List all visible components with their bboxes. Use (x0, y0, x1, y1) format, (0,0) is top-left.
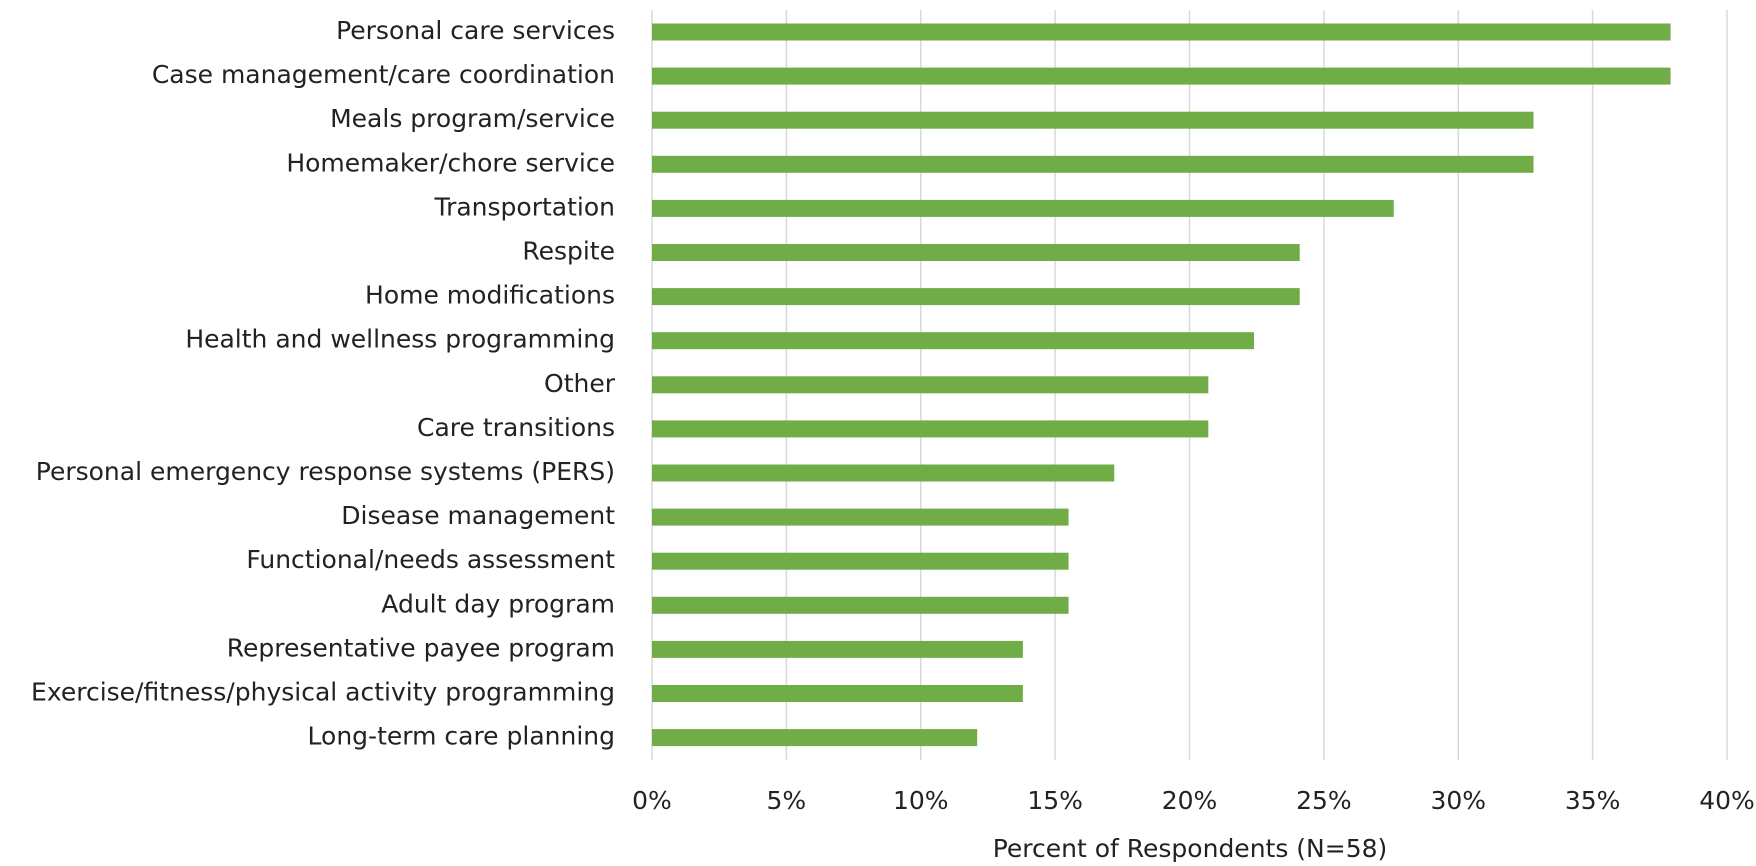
x-tick-label: 10% (893, 786, 949, 815)
x-tick-label: 30% (1430, 786, 1486, 815)
y-tick-label: Meals program/service (330, 104, 615, 133)
bar (652, 244, 1300, 261)
y-tick-label: Home modifications (365, 281, 615, 310)
y-tick-label: Representative payee program (227, 633, 615, 662)
bar (652, 23, 1671, 41)
x-tick-label: 35% (1565, 786, 1621, 815)
x-tick-label: 40% (1699, 786, 1755, 815)
bar (652, 640, 1023, 658)
y-tick-label: Care transitions (417, 413, 615, 442)
y-tick-label: Health and wellness programming (185, 325, 615, 354)
x-tick-label: 5% (767, 786, 807, 815)
bar (652, 596, 1069, 614)
bar (652, 464, 1115, 482)
y-tick-label: Homemaker/chore service (286, 148, 615, 177)
x-tick-label: 15% (1027, 786, 1083, 815)
bar (652, 288, 1300, 306)
y-tick-label: Transportation (433, 192, 615, 221)
x-tick-label: 25% (1296, 786, 1352, 815)
y-tick-label: Other (544, 369, 616, 398)
y-tick-label: Respite (522, 237, 615, 266)
y-tick-label: Personal emergency response systems (PER… (36, 457, 615, 486)
bar (652, 685, 1023, 702)
bar (652, 420, 1209, 438)
y-tick-label: Case management/care coordination (152, 60, 615, 89)
x-tick-label: 0% (632, 786, 672, 815)
y-tick-label: Exercise/fitness/physical activity progr… (31, 678, 615, 707)
x-tick-label: 20% (1162, 786, 1218, 815)
bar (652, 376, 1209, 394)
bar (652, 111, 1534, 129)
y-tick-label: Long-term care planning (308, 722, 615, 751)
y-tick-label: Functional/needs assessment (246, 545, 615, 574)
x-axis-title: Percent of Respondents (N=58) (993, 834, 1388, 863)
bar (652, 199, 1394, 217)
bar (652, 332, 1254, 350)
y-tick-label: Personal care services (336, 16, 615, 45)
bar (652, 552, 1069, 570)
y-tick-label: Adult day program (381, 589, 615, 618)
bar (652, 67, 1671, 85)
y-tick-label: Disease management (341, 501, 615, 530)
bar (652, 155, 1534, 173)
bar (652, 508, 1069, 526)
bar (652, 729, 978, 747)
